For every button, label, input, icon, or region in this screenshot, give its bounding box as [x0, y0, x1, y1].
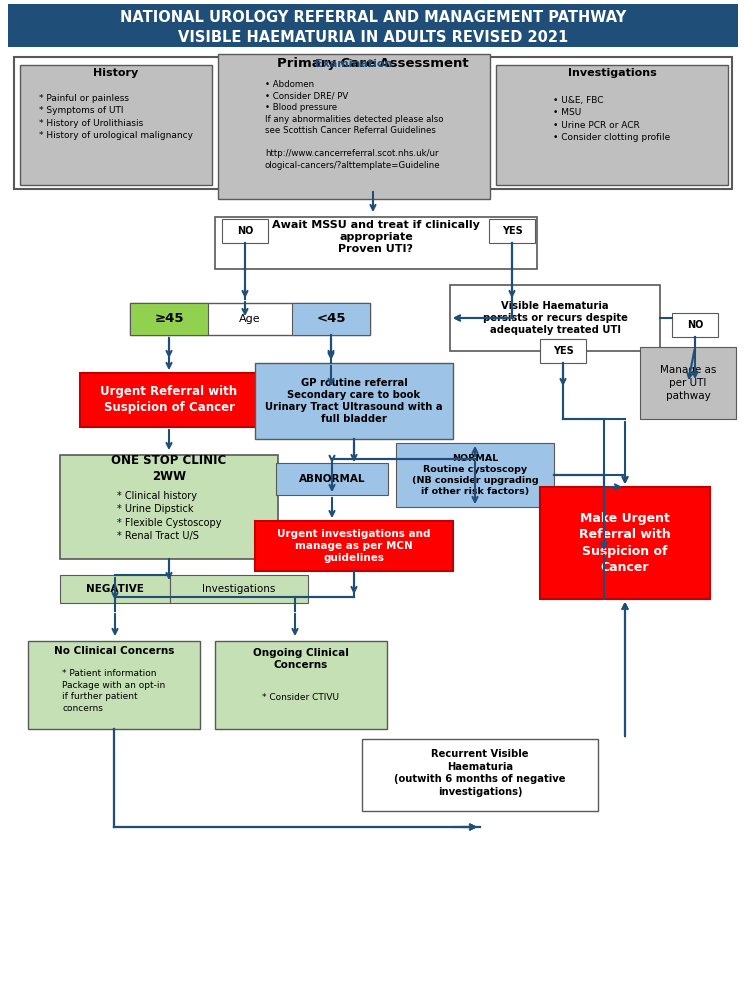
Text: Visible Haematuria
persists or recurs despite
adequately treated UTI: Visible Haematuria persists or recurs de… [483, 301, 627, 336]
FancyBboxPatch shape [215, 641, 387, 729]
FancyBboxPatch shape [14, 57, 732, 189]
FancyBboxPatch shape [540, 339, 586, 363]
Text: Examination: Examination [316, 59, 392, 69]
FancyBboxPatch shape [60, 575, 170, 603]
FancyBboxPatch shape [222, 219, 268, 243]
Text: Investigations: Investigations [568, 68, 656, 78]
FancyBboxPatch shape [255, 521, 453, 571]
Text: NATIONAL UROLOGY REFERRAL AND MANAGEMENT PATHWAY: NATIONAL UROLOGY REFERRAL AND MANAGEMENT… [120, 11, 626, 26]
Text: NEGATIVE: NEGATIVE [86, 584, 144, 594]
FancyBboxPatch shape [8, 4, 738, 47]
FancyBboxPatch shape [255, 363, 453, 439]
FancyBboxPatch shape [489, 219, 535, 243]
FancyBboxPatch shape [170, 575, 308, 603]
Text: YES: YES [553, 346, 574, 356]
FancyBboxPatch shape [640, 347, 736, 419]
FancyBboxPatch shape [28, 641, 200, 729]
Text: History: History [93, 68, 139, 78]
FancyBboxPatch shape [496, 65, 728, 185]
Text: No Clinical Concerns: No Clinical Concerns [54, 646, 174, 656]
Text: * Painful or painless
* Symptoms of UTI
* History of Urolithiasis
* History of u: * Painful or painless * Symptoms of UTI … [39, 94, 193, 140]
Text: ABNORMAL: ABNORMAL [298, 474, 366, 484]
FancyBboxPatch shape [215, 217, 537, 269]
FancyBboxPatch shape [20, 65, 212, 185]
Text: NO: NO [236, 226, 253, 236]
Text: ONE STOP CLINIC
2WW: ONE STOP CLINIC 2WW [111, 455, 227, 484]
Text: Primary Care Assessment: Primary Care Assessment [278, 57, 468, 70]
Text: Age: Age [239, 314, 261, 324]
FancyBboxPatch shape [396, 443, 554, 507]
Text: ≥45: ≥45 [154, 313, 184, 326]
Text: • U&E, FBC
• MSU
• Urine PCR or ACR
• Consider clotting profile: • U&E, FBC • MSU • Urine PCR or ACR • Co… [554, 96, 671, 142]
Text: Manage as
per UTI
pathway: Manage as per UTI pathway [659, 365, 716, 402]
Text: Recurrent Visible
Haematuria
(outwith 6 months of negative
investigations): Recurrent Visible Haematuria (outwith 6 … [394, 749, 565, 796]
Text: Urgent investigations and
manage as per MCN
guidelines: Urgent investigations and manage as per … [278, 528, 430, 563]
Text: <45: <45 [316, 313, 345, 326]
Text: Urgent Referral with
Suspicion of Cancer: Urgent Referral with Suspicion of Cancer [101, 386, 237, 415]
FancyBboxPatch shape [60, 455, 278, 559]
FancyBboxPatch shape [292, 303, 370, 335]
Text: NO: NO [687, 320, 703, 330]
FancyBboxPatch shape [130, 303, 208, 335]
Text: Make Urgent
Referral with
Suspicion of
Cancer: Make Urgent Referral with Suspicion of C… [579, 511, 671, 574]
Text: • Abdomen
• Consider DRE/ PV
• Blood pressure
If any abnormalities detected plea: • Abdomen • Consider DRE/ PV • Blood pre… [265, 81, 443, 170]
Text: Await MSSU and treat if clinically
appropriate
Proven UTI?: Await MSSU and treat if clinically appro… [272, 220, 480, 255]
Text: NORMAL
Routine cystoscopy
(NB consider upgrading
if other risk factors): NORMAL Routine cystoscopy (NB consider u… [412, 454, 539, 497]
FancyBboxPatch shape [80, 373, 258, 427]
FancyBboxPatch shape [672, 313, 718, 337]
FancyBboxPatch shape [276, 463, 388, 495]
FancyBboxPatch shape [362, 739, 598, 811]
Text: GP routine referral
Secondary care to book
Urinary Tract Ultrasound with a
full : GP routine referral Secondary care to bo… [265, 378, 443, 425]
FancyBboxPatch shape [218, 54, 490, 199]
Text: * Consider CTIVU: * Consider CTIVU [263, 692, 339, 701]
Text: Ongoing Clinical
Concerns: Ongoing Clinical Concerns [253, 647, 349, 670]
Text: YES: YES [501, 226, 522, 236]
FancyBboxPatch shape [130, 303, 370, 335]
FancyBboxPatch shape [450, 285, 660, 351]
FancyBboxPatch shape [540, 487, 710, 599]
Text: VISIBLE HAEMATURIA IN ADULTS REVISED 2021: VISIBLE HAEMATURIA IN ADULTS REVISED 202… [178, 30, 568, 45]
Text: * Patient information
Package with an opt-in
if further patient
concerns: * Patient information Package with an op… [63, 668, 166, 713]
Text: Investigations: Investigations [202, 584, 276, 594]
Text: * Clinical history
* Urine Dipstick
* Flexible Cystoscopy
* Renal Tract U/S: * Clinical history * Urine Dipstick * Fl… [117, 492, 222, 540]
